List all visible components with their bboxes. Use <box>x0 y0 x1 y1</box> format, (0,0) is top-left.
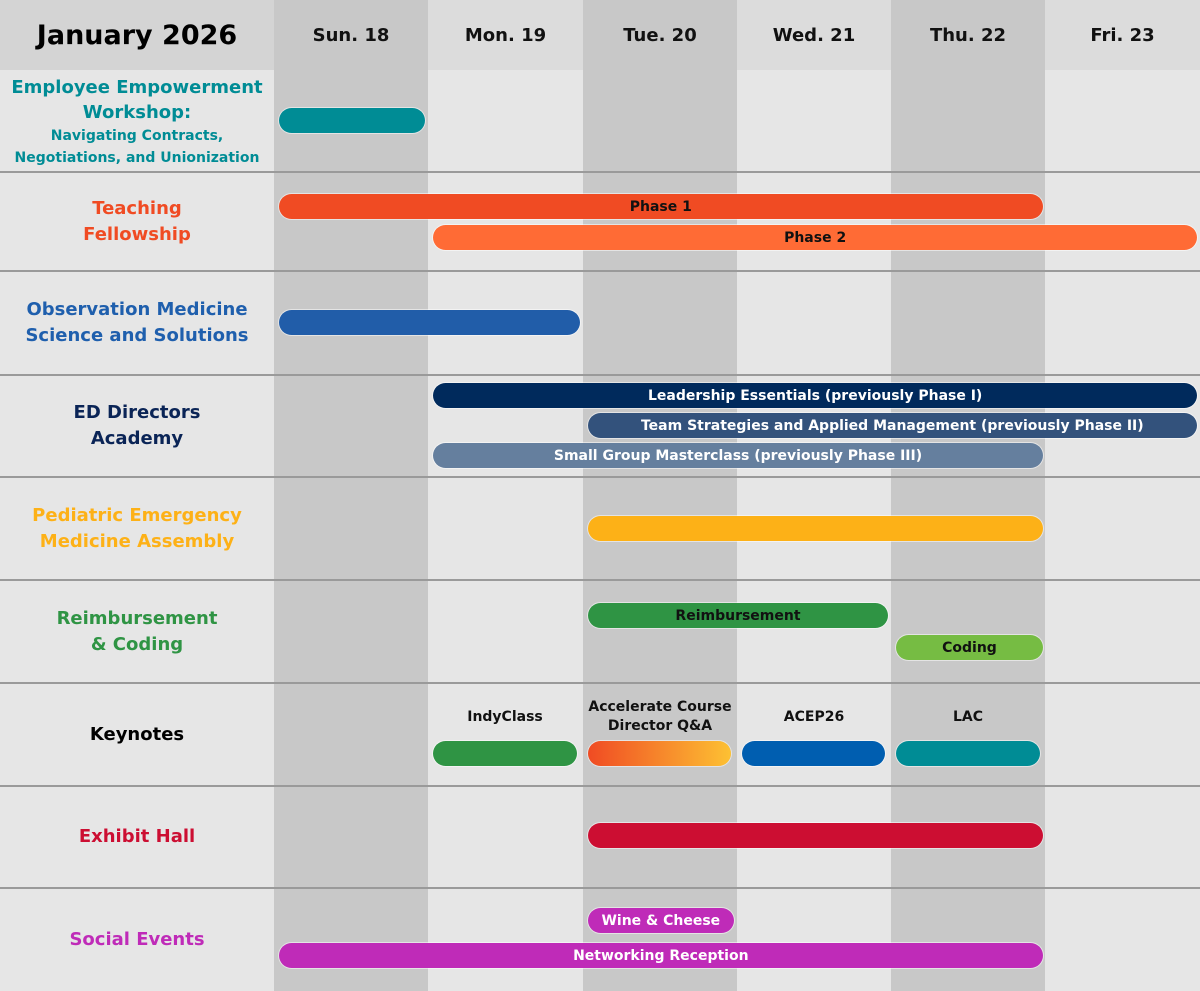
row-title-line: Employee Empowerment <box>11 76 263 98</box>
keynote-label-acep26: ACEP26 <box>783 709 845 725</box>
bar-keynote-accelerate[interactable] <box>587 741 731 766</box>
row-label-pediatric-emergency: Pediatric Emergency Medicine Assembly <box>0 478 274 579</box>
row-label-observation-medicine: Observation Medicine Science and Solutio… <box>0 272 274 374</box>
row-title-line: Exhibit Hall <box>78 826 196 847</box>
row-divider <box>0 171 1200 173</box>
row-title-line: Social Events <box>69 929 205 950</box>
day-header-tue: Tue. 20 <box>583 0 737 70</box>
row-title-line: Science and Solutions <box>25 325 249 346</box>
row-subtitle-line: Navigating Contracts, <box>50 127 224 144</box>
row-title-line: Reimbursement <box>56 607 218 629</box>
row-divider <box>0 579 1200 581</box>
bar-team-strategies[interactable]: Team Strategies and Applied Management (… <box>587 413 1197 438</box>
column-sun <box>274 0 428 991</box>
bar-pediatric-assembly[interactable] <box>587 516 1043 541</box>
row-title-line: Academy <box>90 428 184 449</box>
bar-leadership-essentials[interactable]: Leadership Essentials (previously Phase … <box>433 383 1197 408</box>
row-title-line: ED Directors <box>73 402 201 423</box>
bar-exhibit-hall[interactable] <box>587 823 1043 848</box>
bar-keynote-acep26[interactable] <box>741 741 886 766</box>
row-divider <box>0 374 1200 376</box>
row-label-keynotes: Keynotes <box>0 684 274 785</box>
row-subtitle-line: Negotiations, and Unionization <box>14 149 260 166</box>
keynote-label-indyclass: IndyClass <box>467 709 543 725</box>
day-header-sun: Sun. 18 <box>274 0 428 70</box>
row-label-exhibit-hall: Exhibit Hall <box>0 787 274 887</box>
row-label-ed-directors-academy: ED Directors Academy <box>0 376 274 476</box>
bar-employee-empowerment[interactable] <box>279 108 426 133</box>
bar-keynote-indyclass[interactable] <box>433 741 577 766</box>
bar-phase-1[interactable]: Phase 1 <box>279 194 1043 219</box>
keynote-label-accelerate: Accelerate Course Director Q&A <box>588 699 732 734</box>
row-divider <box>0 682 1200 684</box>
bar-small-group-masterclass[interactable]: Small Group Masterclass (previously Phas… <box>433 443 1043 468</box>
row-title-line: Workshop: <box>82 101 192 123</box>
row-title-line: Pediatric Emergency <box>32 504 242 526</box>
row-title-line: Teaching <box>92 197 182 219</box>
row-label-teaching-fellowship: Teaching Fellowship <box>0 173 274 270</box>
row-title-line: & Coding <box>90 633 184 655</box>
bar-keynote-lac[interactable] <box>896 741 1040 766</box>
row-title-line: Keynotes <box>89 723 185 745</box>
row-divider <box>0 270 1200 272</box>
bar-wine-cheese[interactable]: Wine & Cheese <box>587 908 734 933</box>
day-header-fri: Fri. 23 <box>1045 0 1200 70</box>
row-title-line: Medicine Assembly <box>39 530 235 552</box>
row-label-social-events: Social Events <box>0 889 274 991</box>
day-header-wed: Wed. 21 <box>737 0 891 70</box>
row-label-reimbursement-coding: Reimbursement & Coding <box>0 581 274 682</box>
day-header-mon: Mon. 19 <box>428 0 583 70</box>
row-title-line: Observation Medicine <box>26 299 248 320</box>
row-divider <box>0 887 1200 889</box>
row-divider <box>0 476 1200 478</box>
bar-phase-2[interactable]: Phase 2 <box>433 225 1197 250</box>
row-divider <box>0 785 1200 787</box>
bar-networking-reception[interactable]: Networking Reception <box>279 943 1043 968</box>
calendar-title: January 2026 <box>0 0 274 70</box>
bar-observation-medicine[interactable] <box>279 310 580 335</box>
day-header-thu: Thu. 22 <box>891 0 1045 70</box>
bar-reimbursement[interactable]: Reimbursement <box>587 603 889 628</box>
row-label-employee-empowerment: Employee Empowerment Workshop: Navigatin… <box>0 72 274 171</box>
bar-coding[interactable]: Coding <box>896 635 1043 660</box>
row-title-line: Fellowship <box>83 223 191 245</box>
keynote-label-lac: LAC <box>952 709 984 725</box>
